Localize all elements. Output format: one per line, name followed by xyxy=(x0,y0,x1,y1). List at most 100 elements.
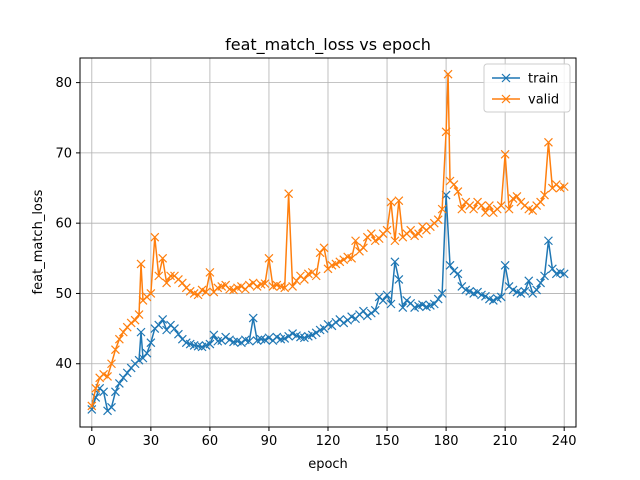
data-point-valid xyxy=(315,248,325,258)
data-point-train xyxy=(146,338,156,348)
data-point-valid xyxy=(366,229,376,239)
legend: train valid xyxy=(483,63,571,113)
data-point-train xyxy=(547,264,557,274)
data-point-train xyxy=(339,318,349,328)
x-axis-label: epoch xyxy=(308,457,348,472)
data-point-train xyxy=(87,405,97,414)
data-point-valid xyxy=(284,189,294,199)
data-point-valid xyxy=(260,279,270,289)
chart-title: feat_match_loss vs epoch xyxy=(225,35,431,55)
data-point-valid xyxy=(437,204,447,214)
ticks: 0 30 60 90 120 150 180 210 240 40 50 60 70 80 xyxy=(55,76,576,449)
data-point-valid xyxy=(107,359,116,369)
data-point-valid xyxy=(536,197,545,207)
legend-item-train: train xyxy=(492,72,558,87)
data-point-train xyxy=(136,327,146,337)
data-point-train xyxy=(536,278,545,288)
data-point-valid xyxy=(559,182,569,192)
data-point-train xyxy=(221,332,231,342)
data-point-valid xyxy=(469,204,479,214)
data-point-train xyxy=(544,236,553,246)
data-point-train xyxy=(99,387,109,397)
data-point-valid xyxy=(443,69,453,79)
data-point-valid xyxy=(118,327,128,337)
data-point-valid xyxy=(201,287,211,297)
data-point-train xyxy=(209,330,219,340)
data-point-valid xyxy=(150,232,160,242)
data-point-valid xyxy=(347,253,357,263)
data-point-valid xyxy=(414,229,423,239)
data-point-valid xyxy=(540,190,549,200)
data-point-valid xyxy=(177,278,187,288)
data-point-train xyxy=(540,271,549,281)
data-point-valid xyxy=(114,334,124,344)
data-point-train xyxy=(170,324,179,334)
data-point-valid xyxy=(351,236,360,246)
data-point-valid xyxy=(441,127,451,137)
data-point-valid xyxy=(288,282,297,291)
data-point-train xyxy=(359,306,368,316)
data-point-valid xyxy=(299,274,309,284)
x-tick-label: 120 xyxy=(316,434,341,449)
data-point-train xyxy=(520,286,530,296)
data-point-valid xyxy=(91,383,101,393)
data-point-valid xyxy=(193,290,203,300)
data-point-train xyxy=(284,331,294,341)
x-tick-label: 240 xyxy=(552,434,577,449)
data-point-train xyxy=(107,402,116,412)
data-point-train xyxy=(559,269,569,279)
data-point-valid xyxy=(382,225,392,235)
y-tick-label: 40 xyxy=(55,357,72,372)
data-point-train xyxy=(111,387,120,397)
legend-label-valid: valid xyxy=(528,93,559,108)
data-point-train xyxy=(390,257,400,267)
data-point-valid xyxy=(162,278,172,288)
data-point-train xyxy=(173,329,183,339)
data-point-train xyxy=(378,296,388,305)
data-point-train xyxy=(264,333,274,343)
data-point-valid xyxy=(449,180,459,189)
data-point-train xyxy=(496,292,506,302)
y-tick-label: 50 xyxy=(55,287,72,302)
data-point-valid xyxy=(457,204,467,214)
y-axis-label: feat_match_loss xyxy=(31,189,46,294)
data-point-train xyxy=(366,308,376,318)
data-point-valid xyxy=(205,267,215,277)
data-point-train xyxy=(394,274,404,284)
data-point-train xyxy=(532,285,542,295)
data-point-valid xyxy=(264,253,274,263)
data-point-train xyxy=(473,287,483,297)
data-point-valid xyxy=(236,282,246,291)
x-tick-label: 90 xyxy=(261,434,278,449)
data-point-valid xyxy=(87,401,97,411)
data-point-valid xyxy=(134,310,144,319)
y-tick-label: 70 xyxy=(55,146,72,161)
data-point-train xyxy=(445,260,455,270)
data-point-train xyxy=(162,325,172,335)
data-point-train xyxy=(311,328,321,338)
data-point-valid xyxy=(339,255,349,265)
data-point-valid xyxy=(292,276,301,286)
series-valid xyxy=(87,69,569,411)
data-point-valid xyxy=(496,201,506,211)
data-point-train xyxy=(386,299,396,309)
data-point-valid xyxy=(484,201,494,211)
data-point-valid xyxy=(528,206,538,215)
data-point-valid xyxy=(477,201,486,211)
data-point-valid xyxy=(111,345,120,355)
data-point-valid xyxy=(146,289,156,298)
data-point-train xyxy=(362,311,372,321)
data-point-valid xyxy=(544,137,553,147)
data-point-train xyxy=(142,348,152,358)
data-point-train xyxy=(382,290,392,300)
data-point-train xyxy=(248,313,258,323)
data-point-valid xyxy=(154,271,164,281)
data-point-train xyxy=(437,289,447,298)
data-point-train xyxy=(481,291,490,301)
data-point-valid xyxy=(504,204,514,214)
data-point-valid xyxy=(311,271,321,281)
y-tick-label: 80 xyxy=(55,76,72,91)
data-point-valid xyxy=(500,149,510,159)
x-tick-label: 150 xyxy=(375,434,400,449)
data-point-train xyxy=(118,373,128,383)
